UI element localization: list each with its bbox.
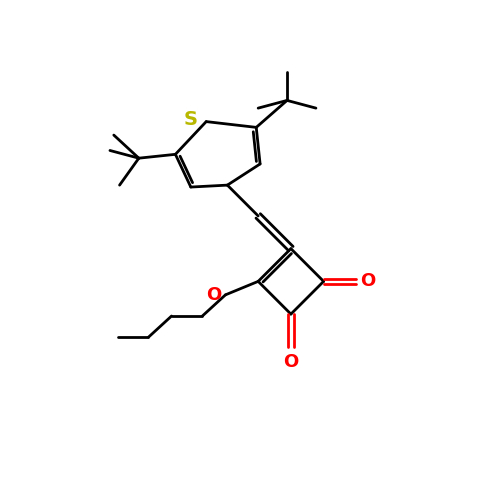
Text: O: O [206,286,222,304]
Text: O: O [284,352,298,370]
Text: S: S [184,110,198,129]
Text: O: O [360,272,376,290]
